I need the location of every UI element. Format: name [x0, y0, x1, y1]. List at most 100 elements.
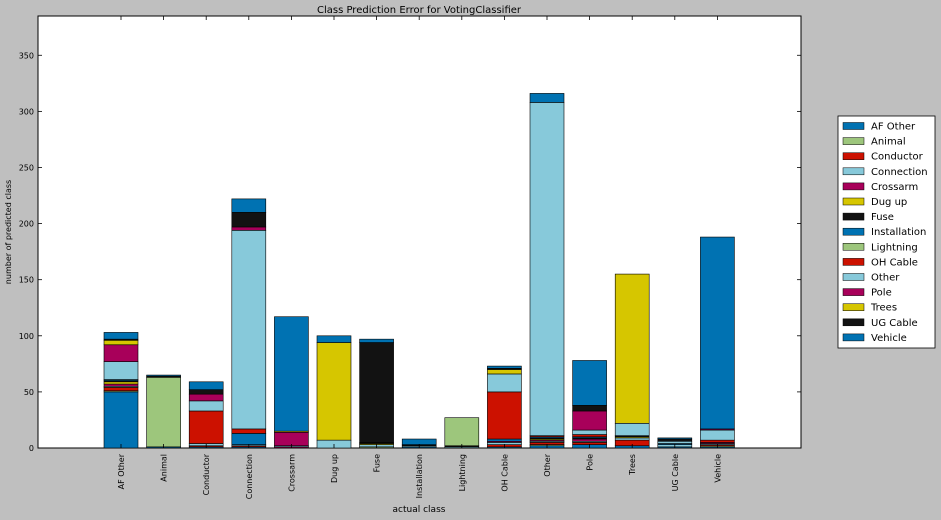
bar-segment	[572, 410, 607, 431]
x-axis: AF Other Animal Conductor Connection Crossar…	[117, 16, 722, 499]
y-axis-label: number of predicted class	[4, 180, 13, 284]
legend-swatch	[842, 333, 865, 342]
legend: AF Other Animal Conductor Connection Crossar…	[837, 115, 936, 349]
bar-segment	[103, 332, 139, 340]
bar-segment	[146, 377, 181, 448]
bar-segment	[700, 429, 735, 441]
legend-swatch	[842, 288, 865, 296]
legend-swatch	[842, 273, 865, 281]
legend-label: AF Other	[871, 122, 916, 133]
bar-segment	[359, 338, 394, 343]
bar-segment	[103, 383, 139, 387]
legend-label: Pole	[871, 288, 892, 299]
bar-segment	[103, 361, 139, 380]
legend-swatch	[842, 318, 865, 327]
legend-swatch	[842, 258, 865, 266]
y-tick-label: 150	[19, 276, 34, 285]
y-tick-label: 0	[29, 444, 34, 453]
x-tick-label: Connection	[245, 454, 254, 499]
bar-segment	[231, 428, 267, 434]
x-tick-label: Trees	[628, 454, 637, 476]
x-tick-label: Lightning	[458, 454, 467, 491]
bar-segment	[188, 381, 224, 390]
bar-segment	[103, 387, 139, 392]
bar-segment	[487, 365, 522, 369]
chart-title: Class Prediction Error for VotingClassif…	[317, 5, 522, 16]
bar-segment	[231, 433, 267, 445]
y-tick-label: 300	[19, 107, 34, 116]
y-tick-label: 250	[19, 163, 34, 172]
bar-segment	[231, 226, 267, 231]
legend-label: Dug up	[871, 197, 907, 208]
legend-label: Other	[871, 273, 900, 284]
x-tick-label: OH Cable	[500, 454, 509, 492]
y-tick-label: 50	[24, 388, 34, 397]
bar-segment	[614, 437, 650, 441]
bar-segment	[103, 339, 139, 346]
bar-segment	[572, 360, 607, 406]
bar-segment	[103, 344, 139, 362]
bar-segment	[529, 93, 565, 103]
legend-swatch	[842, 122, 865, 130]
legend-label: OH Cable	[871, 257, 918, 268]
bar-segment	[614, 273, 650, 424]
bar-segment	[487, 391, 522, 440]
bar-segment	[231, 198, 267, 213]
x-tick-label: Animal	[160, 454, 169, 482]
bar-segment	[529, 102, 565, 436]
bar-segment	[487, 438, 522, 442]
bar-segment	[614, 423, 650, 436]
legend-swatch	[842, 197, 865, 206]
x-tick-label: UG Cable	[671, 454, 680, 491]
bar-segment	[274, 316, 309, 432]
x-tick-label: Dug up	[330, 454, 339, 483]
x-tick-label: Crossarm	[287, 454, 296, 492]
legend-label: UG Cable	[871, 318, 918, 329]
bar-segment	[657, 440, 693, 444]
bar-segment	[188, 393, 224, 402]
x-axis-label: actual class	[393, 505, 446, 515]
y-tick-label: 200	[19, 220, 34, 229]
bar-segment	[401, 438, 437, 445]
bar-segment	[700, 236, 735, 430]
bar-segment	[146, 374, 181, 377]
legend-label: Connection	[871, 167, 928, 178]
legend-swatch	[842, 182, 865, 191]
legend-swatch	[842, 137, 865, 145]
bar-segment	[103, 391, 139, 449]
x-tick-label: Installation	[415, 454, 424, 498]
legend-label: Crossarm	[871, 182, 918, 193]
legend-label: Conductor	[871, 152, 924, 163]
bar-segment	[572, 434, 607, 438]
legend-swatch	[842, 167, 865, 176]
legend-label: Animal	[871, 137, 906, 148]
legend-label: Vehicle	[871, 333, 907, 344]
bar-segment	[188, 400, 224, 412]
bar-segment	[572, 405, 607, 412]
bar-segment	[274, 431, 309, 447]
bar-segment	[572, 438, 607, 442]
x-tick-label: AF Other	[117, 453, 126, 489]
bar-segment	[487, 373, 522, 393]
legend-swatch	[842, 212, 865, 221]
legend-label: Trees	[870, 303, 897, 314]
legend-label: Lightning	[871, 242, 918, 253]
bars-group	[103, 93, 735, 449]
bar-segment	[359, 342, 394, 443]
bar-segment	[231, 230, 267, 430]
y-tick-label: 100	[19, 332, 34, 341]
bar-segment	[103, 381, 139, 385]
legend-swatch	[842, 243, 865, 251]
legend-swatch	[842, 303, 865, 311]
x-tick-label: Conductor	[202, 453, 211, 495]
bar-segment	[657, 438, 693, 442]
y-axis: 0 50 100 150 200 250 300 350	[19, 51, 801, 453]
legend-swatch	[842, 227, 865, 236]
legend-swatch	[842, 152, 865, 160]
bar-segment	[231, 212, 267, 228]
legend-label: Fuse	[871, 212, 894, 223]
y-tick-label: 350	[19, 51, 34, 60]
bar-segment	[316, 335, 352, 343]
bar-segment	[316, 342, 352, 441]
